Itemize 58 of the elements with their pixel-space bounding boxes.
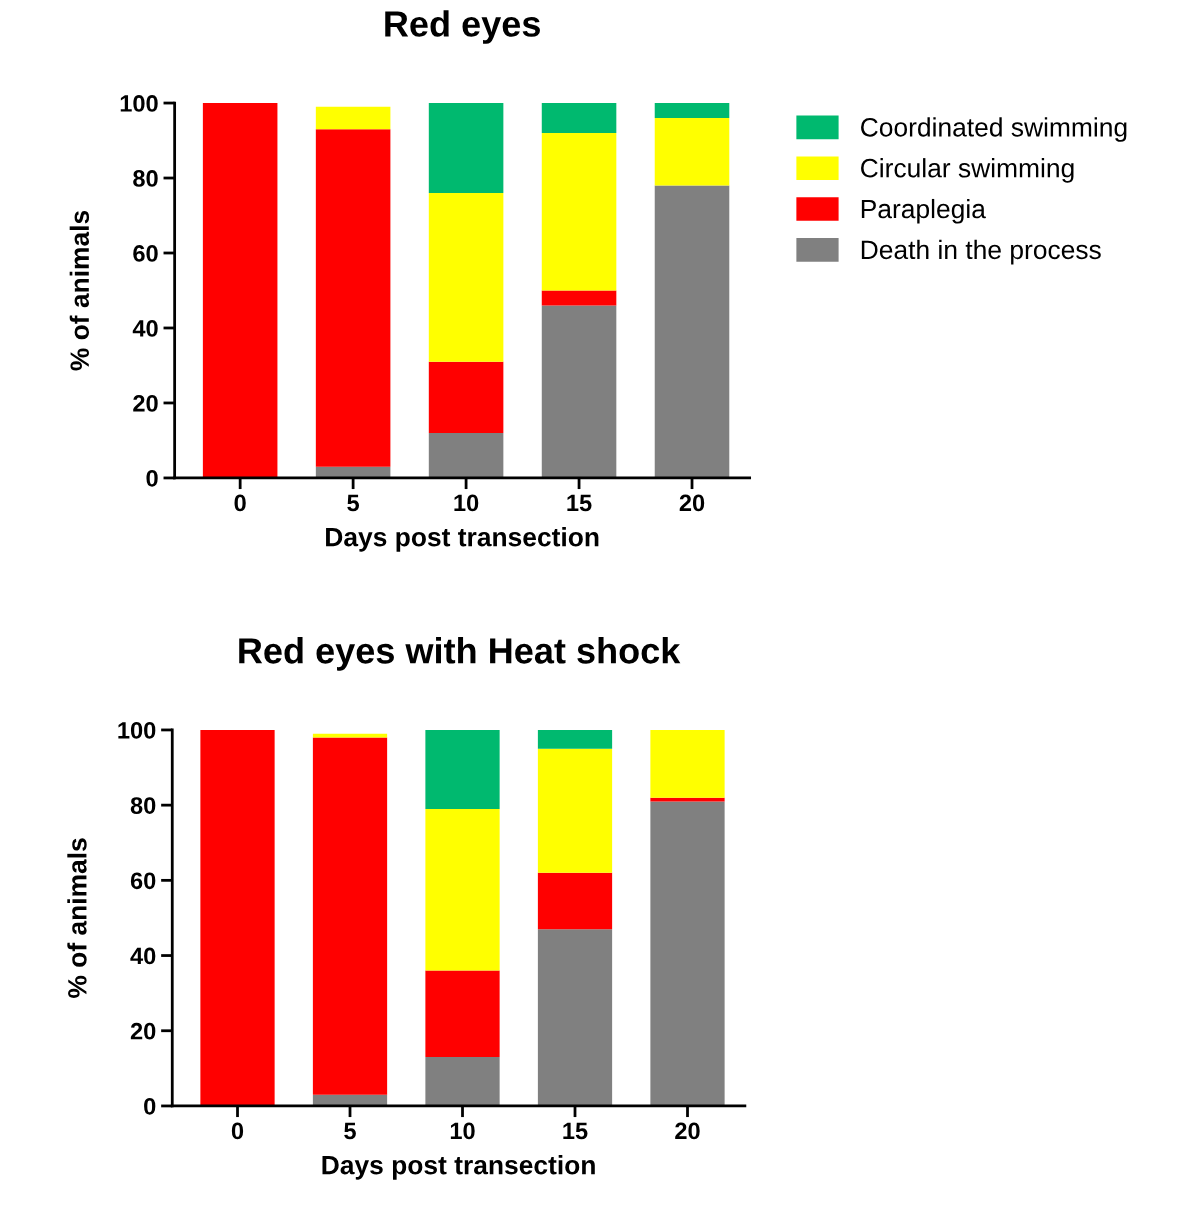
x-tick-label: 10 xyxy=(450,1122,475,1140)
bar xyxy=(425,970,500,1058)
y-axis-title: % of animals xyxy=(67,838,87,998)
legend-label: Paraplegia xyxy=(861,198,986,224)
legend-label: Coordinated swimming xyxy=(861,117,1127,142)
chart-title: Red eyes with Heat shock xyxy=(239,637,681,671)
legend-label: Circular swimming xyxy=(861,158,1074,183)
bar xyxy=(425,1057,500,1106)
bar xyxy=(650,801,725,1106)
y-tick-label: 40 xyxy=(132,320,158,337)
y-tick-label: 40 xyxy=(130,947,156,965)
bar xyxy=(654,185,730,478)
x-tick-label: 20 xyxy=(675,1122,700,1140)
bar xyxy=(654,103,730,119)
bar xyxy=(200,729,275,1106)
y-tick-label: 60 xyxy=(130,872,156,890)
y-axis-title: % of animals xyxy=(69,210,90,371)
x-tick-label: 15 xyxy=(567,494,592,512)
y-tick-label: 60 xyxy=(133,245,158,262)
y-tick-label: 100 xyxy=(118,722,156,739)
bar xyxy=(425,808,500,971)
bar xyxy=(541,290,617,306)
bar xyxy=(537,729,613,749)
bar xyxy=(541,103,617,134)
bar xyxy=(315,129,391,467)
bar xyxy=(537,929,613,1106)
bar xyxy=(425,729,500,809)
y-tick-label: 0 xyxy=(146,470,158,487)
x-tick-label: 0 xyxy=(234,494,246,512)
bar xyxy=(428,361,504,433)
bar xyxy=(428,193,504,362)
bar xyxy=(428,432,504,478)
bar xyxy=(202,103,278,478)
bar xyxy=(428,103,504,194)
bar xyxy=(537,872,613,930)
x-tick-label: 20 xyxy=(679,494,705,512)
bar xyxy=(537,748,613,873)
x-tick-label: 15 xyxy=(563,1122,588,1140)
y-tick-label: 0 xyxy=(144,1098,156,1115)
y-tick-label: 100 xyxy=(120,95,158,112)
bar xyxy=(541,133,617,291)
bar xyxy=(315,106,391,130)
x-tick-label: 0 xyxy=(231,1122,244,1140)
bar xyxy=(312,737,388,1095)
bar xyxy=(541,305,617,478)
x-tick-label: 5 xyxy=(347,494,360,512)
y-tick-label: 20 xyxy=(130,1022,156,1040)
x-tick-label: 10 xyxy=(454,494,479,512)
y-tick-label: 20 xyxy=(133,395,158,412)
bar xyxy=(654,118,730,186)
y-tick-label: 80 xyxy=(130,797,156,814)
bar xyxy=(650,729,725,798)
x-tick-label: 5 xyxy=(344,1122,356,1140)
x-axis-title: Days post transection xyxy=(326,527,599,552)
x-axis-title: Days post transection xyxy=(322,1155,595,1180)
legend-label: Death in the process xyxy=(861,239,1101,265)
y-tick-label: 80 xyxy=(133,170,158,187)
chart-title: Red eyes xyxy=(385,10,540,44)
